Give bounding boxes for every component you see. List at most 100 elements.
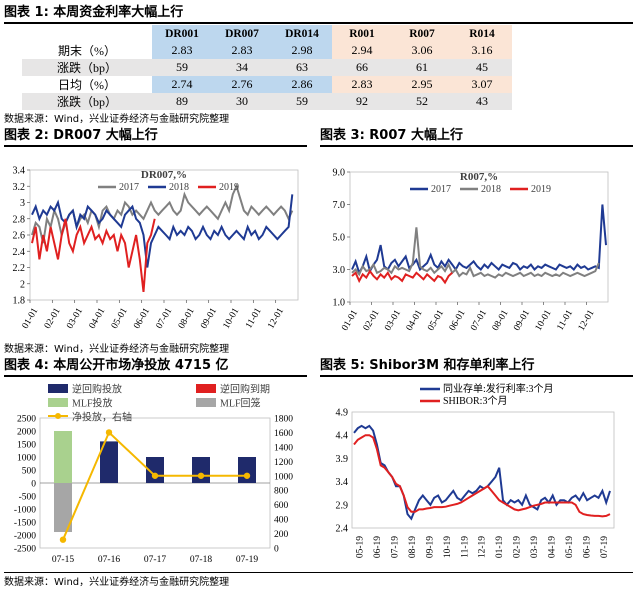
legend-label: MLF投放 [72, 397, 113, 410]
table-row: 期末（%） 2.83 2.83 2.98 2.94 3.06 3.16 [22, 42, 512, 59]
chart-title: DR007,% [141, 169, 187, 181]
y-tick-label-right: 600 [274, 501, 289, 511]
x-tick-label: 12-19 [478, 536, 488, 558]
table-cell: 2.98 [272, 42, 332, 59]
fig4-source: 数据来源：Wind，兴业证券经济与金融研究院整理 [4, 577, 230, 588]
x-tick-label: 07-16 [98, 555, 120, 565]
col-header: R007 [392, 25, 452, 42]
x-tick-label: 07-19 [390, 536, 400, 558]
x-tick-label: 08-19 [408, 536, 418, 558]
x-tick-label: 06-01 [132, 306, 152, 330]
x-tick-label: 10-01 [222, 306, 242, 330]
x-tick-label: 02-01 [362, 308, 382, 332]
table-cell: 63 [272, 59, 332, 76]
legend-label: SHIBOR:3个月 [443, 395, 507, 407]
shibor-chart: 2.4 2.9 3.4 3.9 4.4 4.9 05-19 06-19 07-19 08-19 09… [336, 382, 615, 558]
x-tick-label: 11-01 [244, 306, 264, 330]
table-cell: 66 [332, 59, 392, 76]
y-tick-label-left: 1000 [17, 454, 36, 464]
x-tick-label: 07-19 [600, 536, 610, 558]
x-tick-label: 04-01 [405, 308, 425, 332]
y-tick-label: 2.9 [336, 500, 349, 511]
y-tick-label: 2.4 [13, 247, 26, 258]
x-tick-label: 07-18 [190, 555, 212, 565]
series-line-2019 [351, 269, 453, 285]
table-header-row: DR001 DR007 DR014 R001 R007 R014 [22, 25, 512, 42]
y-tick-label: 3.4 [13, 166, 26, 177]
x-tick-label: 10-01 [534, 308, 554, 332]
y-tick-label-left: 1500 [17, 441, 36, 451]
x-tick-label: 06-01 [448, 308, 468, 332]
y-tick-label: 1.8 [13, 296, 26, 307]
fig3-rule [320, 145, 633, 147]
omo-chart: -2500-2000-1500-1000-5000500100015002000… [14, 383, 293, 566]
x-tick-label: 02-19 [513, 536, 523, 558]
x-tick-label: 07-19 [236, 555, 258, 565]
fig1-source: 数据来源：Wind，兴业证券经济与金融研究院整理 [4, 114, 230, 125]
table-cell: 61 [392, 59, 452, 76]
table-cell: 52 [392, 93, 452, 110]
col-header: DR007 [212, 25, 272, 42]
x-tick-label: 05-01 [110, 306, 130, 330]
y-tick-label: 2.4 [336, 524, 349, 535]
x-tick-label: 07-15 [52, 555, 74, 565]
net-point [151, 472, 159, 479]
series-line-2019 [31, 218, 156, 293]
y-tick-label: 2.8 [13, 214, 26, 225]
table-cell: 2.83 [212, 42, 272, 59]
fig4-title: 图表 4: 本周公开市场净投放 4715 亿 [4, 358, 229, 373]
x-tick-label: 07-01 [155, 306, 175, 330]
legend-label: 2019 [219, 182, 239, 193]
x-tick-label: 06-19 [373, 536, 383, 558]
y-tick-label: 3.4 [336, 477, 349, 488]
y-tick-label: 1.0 [333, 298, 346, 309]
table-cell: 45 [452, 59, 512, 76]
series-line-2017 [31, 183, 294, 244]
fig2-source: 数据来源：Wind，兴业证券经济与金融研究院整理 [4, 344, 230, 355]
x-tick-label: 05-19 [355, 536, 365, 558]
y-tick-label-left: 2500 [17, 415, 36, 425]
x-tick-label: 11-01 [556, 308, 576, 332]
y-tick-label-left: 0 [31, 480, 36, 490]
bar-MLF投放 [54, 431, 72, 483]
table-cell: 2.94 [332, 42, 392, 59]
x-tick-label: 04-19 [548, 536, 558, 558]
y-tick-label: 2 [20, 279, 25, 290]
table-cell: 3.07 [452, 76, 512, 93]
y-tick-label-right: 1600 [274, 429, 293, 439]
rates-table: DR001 DR007 DR014 R001 R007 R014 期末（%） 2… [22, 25, 512, 110]
x-tick-label: 01-01 [21, 306, 41, 330]
y-tick-label: 4.4 [336, 431, 349, 442]
table-cell: 2.83 [332, 76, 392, 93]
table-cell: 59 [152, 59, 212, 76]
fig1-rule [4, 22, 633, 24]
x-tick-label: 12-01 [577, 308, 597, 332]
net-point [105, 429, 113, 436]
y-tick-label: 2.2 [13, 263, 26, 274]
table-cell: 3.06 [392, 42, 452, 59]
y-tick-label-left: -500 [19, 493, 37, 503]
row-label: 涨跌（bp） [22, 93, 152, 110]
table-cell: 2.83 [152, 42, 212, 59]
series-line [353, 434, 611, 518]
fig2-title: 图表 2: DR007 大幅上行 [4, 128, 158, 143]
r007-chart: 1.0 3.0 5.0 7.0 9.0 01-01 02-01 03-01 04-01 05-01… [333, 168, 609, 333]
legend-label: MLF回笼 [220, 397, 261, 410]
bar-逆回购投放 [192, 457, 210, 483]
table-cell: 3.16 [452, 42, 512, 59]
x-tick-label: 07-17 [144, 555, 166, 565]
x-tick-label: 04-01 [88, 306, 108, 330]
y-tick-label: 7.0 [333, 200, 346, 211]
y-tick-label-left: 2000 [17, 428, 36, 438]
col-header: DR001 [152, 25, 212, 42]
y-tick-label-right: 1800 [274, 415, 293, 425]
legend-swatch [48, 398, 68, 407]
x-tick-label: 09-01 [512, 308, 532, 332]
table-cell: 2.76 [212, 76, 272, 93]
legend-label: 2017 [119, 182, 139, 193]
y-tick-label: 2.6 [13, 231, 26, 242]
x-tick-label: 02-01 [43, 306, 63, 330]
x-tick-label: 09-01 [199, 306, 219, 330]
net-point [59, 536, 67, 543]
x-tick-label: 08-01 [177, 306, 197, 330]
